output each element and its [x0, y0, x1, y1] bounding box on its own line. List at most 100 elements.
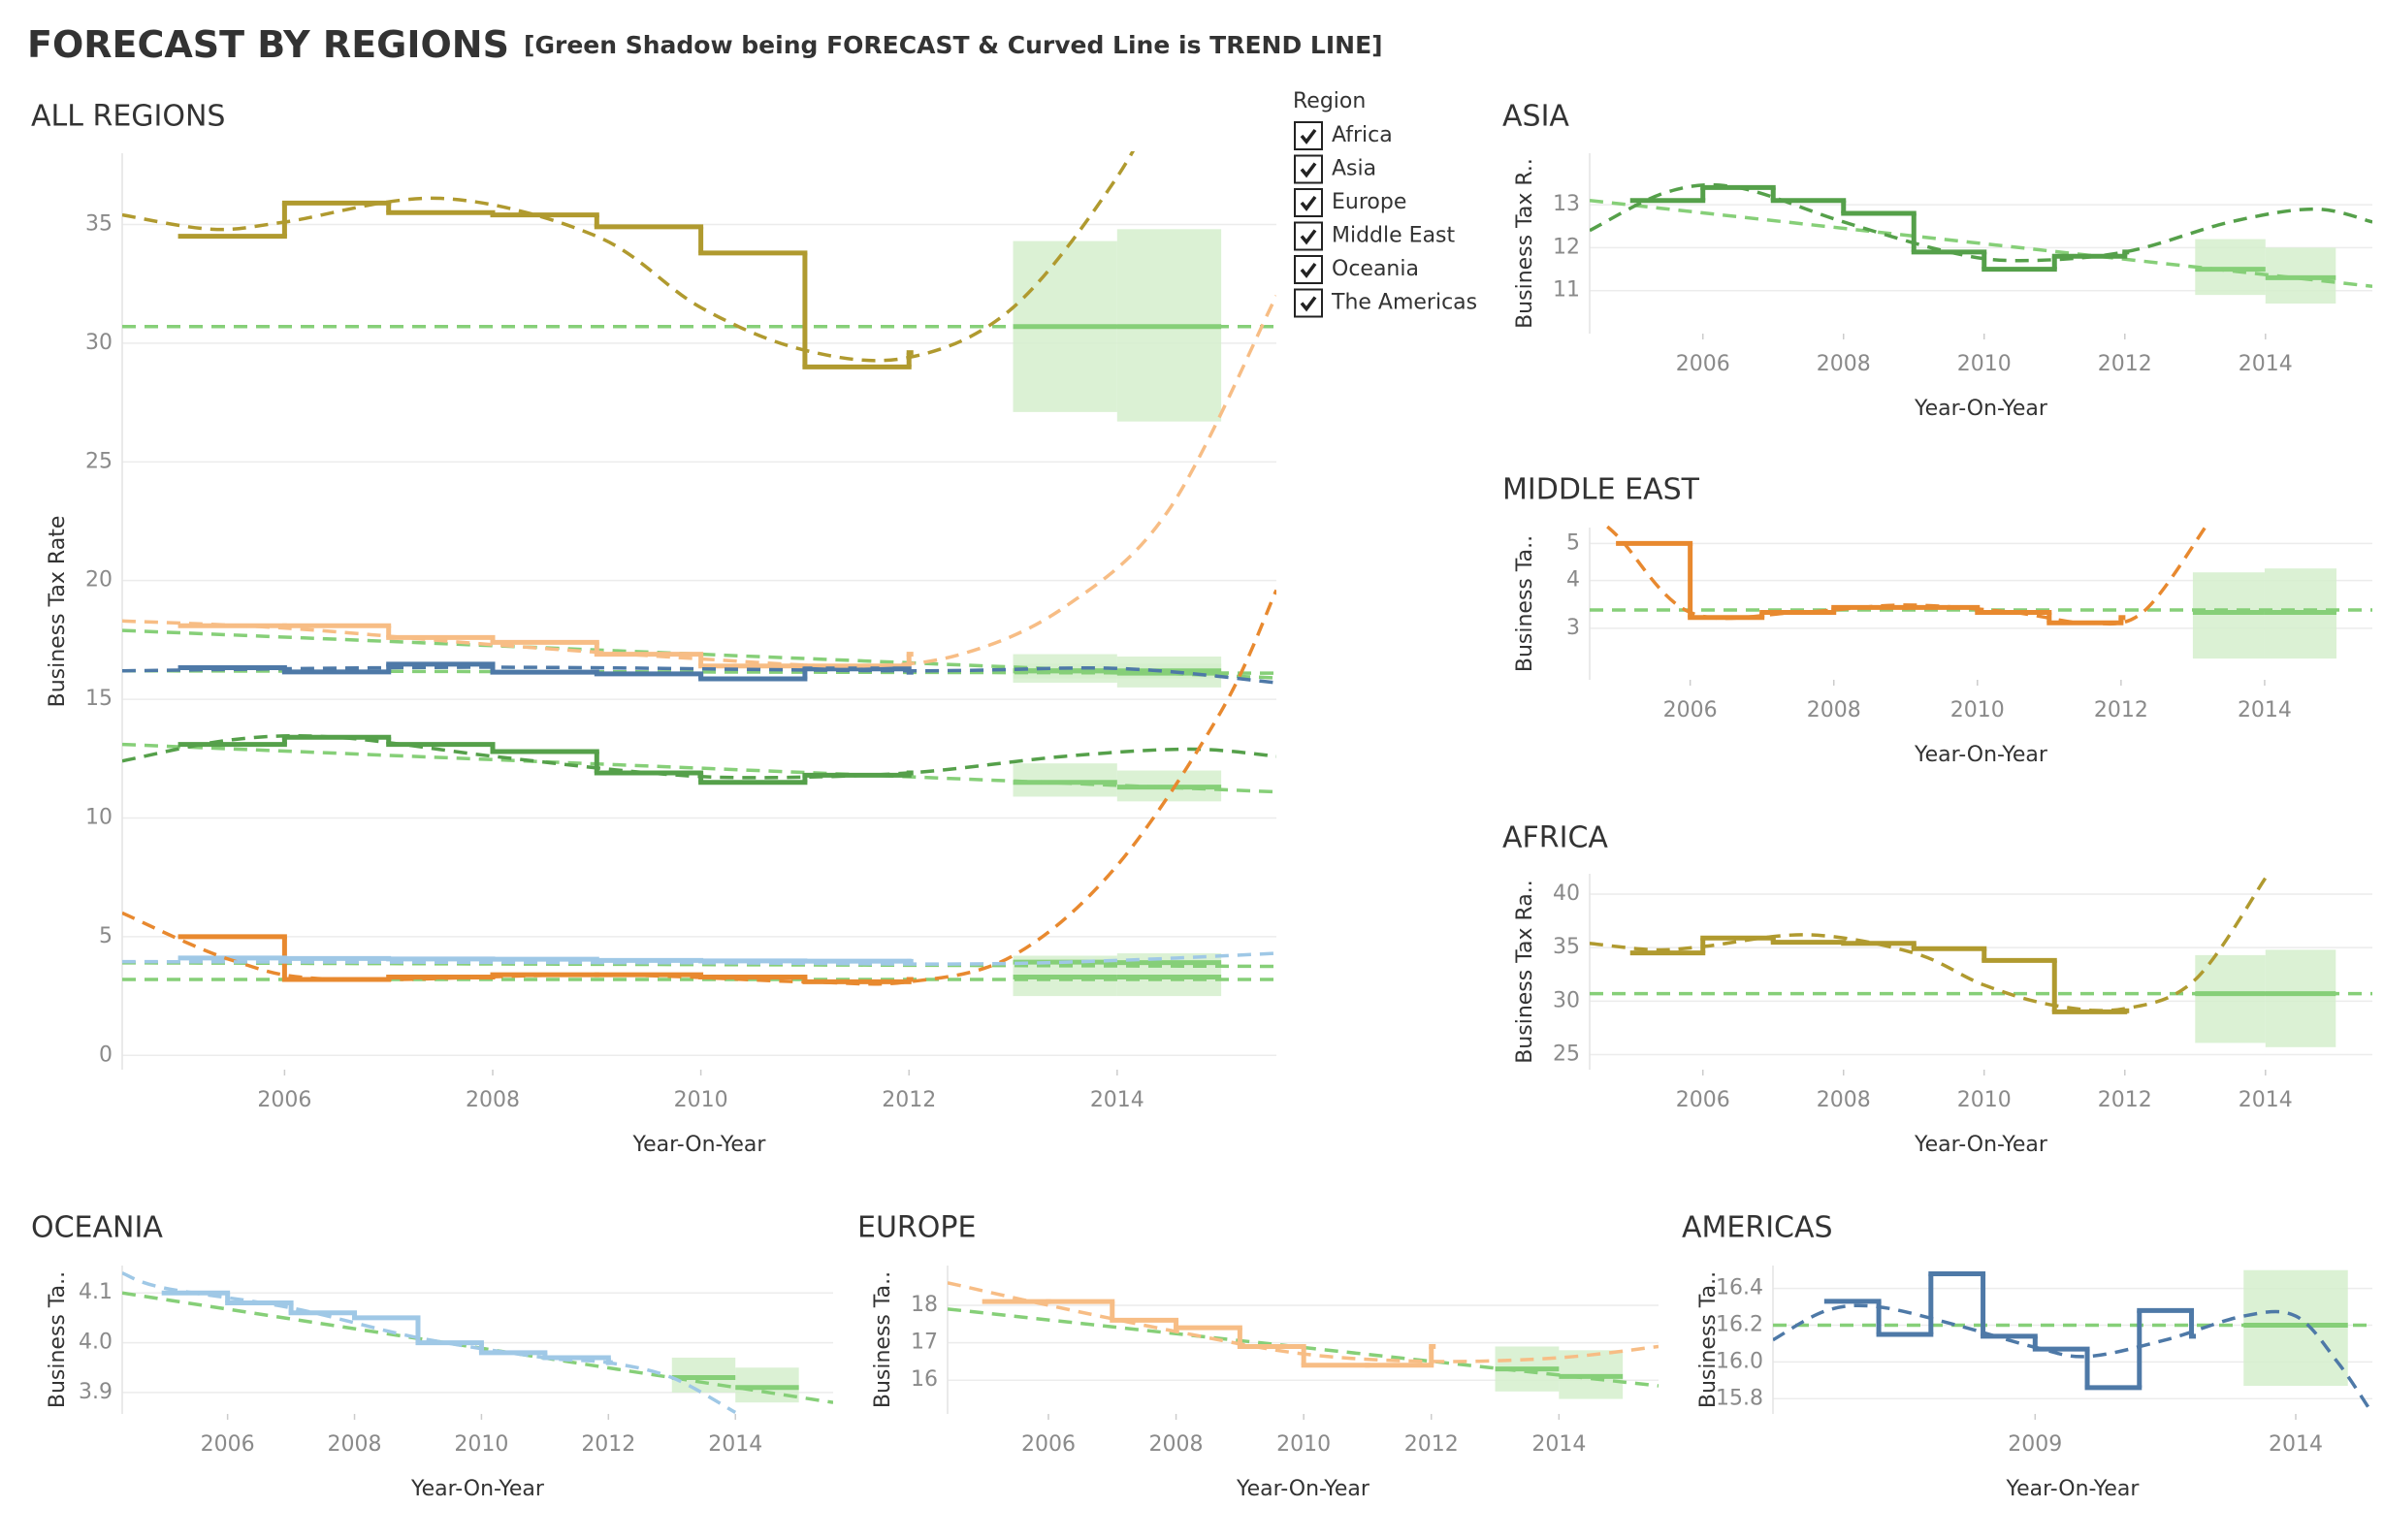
legend-checkbox[interactable] — [1294, 255, 1323, 284]
y-tick-label: 25 — [1553, 1043, 1580, 1067]
title: FORECAST BY REGIONS — [27, 23, 509, 66]
y-axis-label: Business Ta.. — [871, 1271, 895, 1408]
y-tick-label: 40 — [1553, 882, 1580, 906]
y-tick-label: 16.2 — [1716, 1313, 1763, 1337]
x-tick-label: 2008 — [1817, 352, 1871, 376]
legend-check — [1300, 229, 1317, 245]
legend-checkbox[interactable] — [1294, 121, 1323, 150]
x-tick-label: 2010 — [1950, 698, 2005, 722]
x-tick-label: 2008 — [1807, 698, 1861, 722]
y-tick-label: 35 — [85, 211, 113, 236]
y-axis-label: Business Tax R.. — [1513, 158, 1537, 329]
linear-trend — [122, 961, 1276, 969]
y-tick-label: 16.0 — [1716, 1349, 1763, 1373]
legend-item[interactable]: Asia — [1294, 154, 1376, 184]
x-tick-label: 2012 — [581, 1432, 635, 1457]
x-tick-label: 2012 — [2094, 698, 2148, 722]
y-tick-label: 17 — [911, 1331, 938, 1355]
y-axis-label: Business Ta.. — [46, 1271, 70, 1408]
legend-item[interactable]: Africa — [1294, 121, 1393, 150]
x-tick-label: 2012 — [1404, 1432, 1459, 1457]
x-tick-label: 2006 — [1663, 698, 1718, 722]
y-tick-label: 15 — [85, 687, 113, 711]
x-tick-label: 2006 — [1021, 1432, 1076, 1457]
trend-line — [122, 1271, 737, 1414]
legend-item[interactable]: Oceania — [1294, 255, 1419, 284]
y-axis-label: Business Ta.. — [1696, 1271, 1721, 1408]
trend-line — [1590, 877, 2268, 1012]
y-axis-label: Business Tax Ra.. — [1513, 880, 1537, 1064]
y-tick-label: 11 — [1553, 278, 1580, 303]
legend-item[interactable]: The Americas — [1294, 288, 1477, 318]
plot-area — [1590, 877, 2372, 1047]
trend-line — [122, 951, 1276, 966]
legend-label[interactable]: The Americas — [1331, 291, 1477, 315]
y-tick-label: 35 — [1553, 935, 1580, 959]
y-axis-label: Business Tax Rate — [46, 516, 70, 708]
x-tick-label: 2014 — [708, 1432, 762, 1457]
legend-label[interactable]: Oceania — [1332, 257, 1419, 281]
legend-label[interactable]: Middle East — [1332, 224, 1456, 248]
legend-check — [1300, 128, 1317, 144]
x-tick-label: 2014 — [2269, 1432, 2323, 1457]
x-tick-label: 2009 — [2008, 1432, 2062, 1457]
dashboard-title: FORECAST BY REGIONS [Green Shadow being … — [27, 23, 1383, 66]
trend-line — [948, 1281, 1659, 1364]
plot-area — [1773, 1269, 2372, 1415]
legend-checkbox[interactable] — [1294, 221, 1323, 251]
forecast-band — [2243, 1269, 2297, 1387]
trend-line — [122, 589, 1276, 986]
plot-area — [122, 151, 1276, 997]
chart-title: AMERICAS — [1682, 1211, 1833, 1245]
forecast-band — [2265, 949, 2336, 1047]
forecast-band — [2192, 572, 2265, 659]
y-tick-label: 3 — [1566, 616, 1580, 640]
linear-trend — [122, 742, 1276, 794]
x-tick-label: 2010 — [454, 1432, 508, 1457]
plot-area — [122, 1271, 833, 1414]
trend-line — [122, 665, 1276, 685]
legend-item[interactable]: Europe — [1294, 188, 1406, 217]
legend-item[interactable]: Middle East — [1294, 221, 1456, 251]
chart-title: ASIA — [1502, 100, 1569, 134]
x-tick-label: 2012 — [2098, 352, 2152, 376]
x-axis-label: Year-On-Year — [1914, 397, 2048, 421]
y-tick-label: 5 — [1566, 530, 1580, 555]
y-tick-label: 10 — [85, 805, 113, 829]
x-axis-label: Year-On-Year — [1236, 1477, 1370, 1501]
y-tick-label: 12 — [1553, 235, 1580, 259]
x-axis-label: Year-On-Year — [410, 1477, 545, 1501]
chart-title: EUROPE — [857, 1211, 976, 1245]
trend-line — [122, 295, 1276, 668]
chart-title: AFRICA — [1502, 821, 1608, 855]
legend-checkbox[interactable] — [1294, 188, 1323, 217]
y-tick-label: 25 — [85, 449, 113, 473]
chart-title: MIDDLE EAST — [1502, 473, 1700, 507]
x-axis-label: Year-On-Year — [1914, 743, 2048, 767]
legend-label[interactable]: Europe — [1332, 190, 1406, 214]
x-tick-label: 2014 — [2238, 698, 2292, 722]
y-tick-label: 15.8 — [1716, 1386, 1763, 1410]
trend-line — [1603, 526, 2209, 626]
x-tick-label: 2014 — [2239, 352, 2293, 376]
x-tick-label: 2006 — [201, 1432, 255, 1457]
x-tick-label: 2012 — [2098, 1088, 2152, 1112]
x-axis-label: Year-On-Year — [2006, 1477, 2141, 1501]
legend-checkbox[interactable] — [1294, 288, 1323, 318]
x-axis-label: Year-On-Year — [632, 1133, 767, 1157]
y-tick-label: 3.9 — [79, 1380, 113, 1404]
x-axis-label: Year-On-Year — [1914, 1133, 2048, 1157]
legend-check — [1300, 195, 1317, 211]
y-tick-label: 16.4 — [1716, 1276, 1763, 1300]
legend-label[interactable]: Africa — [1332, 123, 1393, 147]
legend-label[interactable]: Asia — [1332, 157, 1376, 181]
chart-title: ALL REGIONS — [31, 100, 225, 134]
plot-area — [948, 1281, 1659, 1399]
legend-check — [1300, 262, 1317, 278]
legend-checkbox[interactable] — [1294, 154, 1323, 184]
legend-title: Region — [1293, 89, 1366, 113]
trend-line — [1773, 1303, 2372, 1415]
legend-check — [1300, 296, 1317, 312]
y-tick-label: 4.0 — [79, 1331, 113, 1355]
